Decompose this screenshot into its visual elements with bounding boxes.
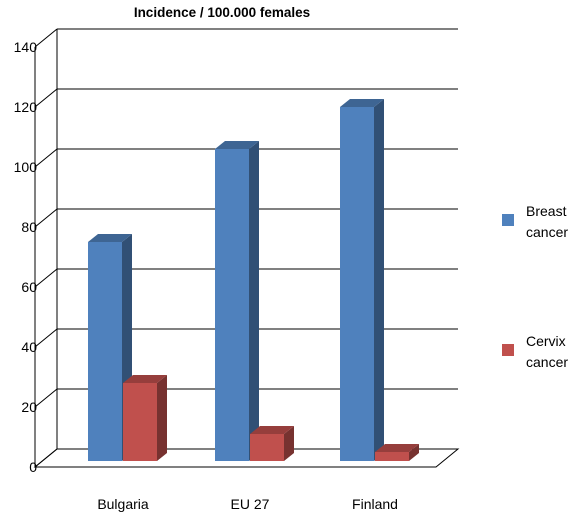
bar-front [375,452,409,461]
bar-front [215,149,249,461]
legend-label: Breast [526,203,567,219]
legend-label: cancer [526,354,568,370]
gridline-side [34,28,58,48]
y-tick-label: 0 [29,459,37,475]
x-category-label: Bulgaria [97,496,149,512]
bar [250,426,294,461]
bar [215,141,259,461]
y-tick-label: 80 [21,219,37,235]
gridline-side [34,148,58,168]
bar-side [374,99,384,461]
y-tick-label: 60 [21,279,37,295]
y-tick-label: 120 [14,99,38,115]
bar-side [157,375,167,461]
gridline-side [34,88,58,108]
bar-top [123,375,167,383]
bar-top [375,444,419,452]
y-tick-label: 40 [21,339,37,355]
y-tick-label: 100 [14,159,38,175]
x-category-label: Finland [352,496,398,512]
bar-top [88,234,132,242]
bar-front [340,107,374,461]
bar [375,444,419,461]
bar-front [123,383,157,461]
chart-floor [33,448,460,468]
chart-title: Incidence / 100.000 females [134,5,310,20]
legend-label: Cervix [526,333,566,349]
legend-label: cancer [526,224,568,240]
bar-side [249,141,259,461]
gridline-side [34,328,58,348]
bar [123,375,167,461]
legend-swatch [502,344,514,356]
legend-swatch [502,214,514,226]
bar-front [250,434,284,461]
y-tick-label: 20 [21,399,37,415]
bar-top [250,426,294,434]
bar-front [88,242,122,461]
y-tick-label: 140 [14,39,38,55]
x-category-label: EU 27 [231,496,270,512]
gridline-side [34,208,58,228]
bar-top [340,99,384,107]
bar-top [215,141,259,149]
bar-side [409,444,419,461]
gridline-side [34,388,58,408]
bar [340,99,384,461]
gridline-side [34,268,58,288]
bar-side [284,426,294,461]
